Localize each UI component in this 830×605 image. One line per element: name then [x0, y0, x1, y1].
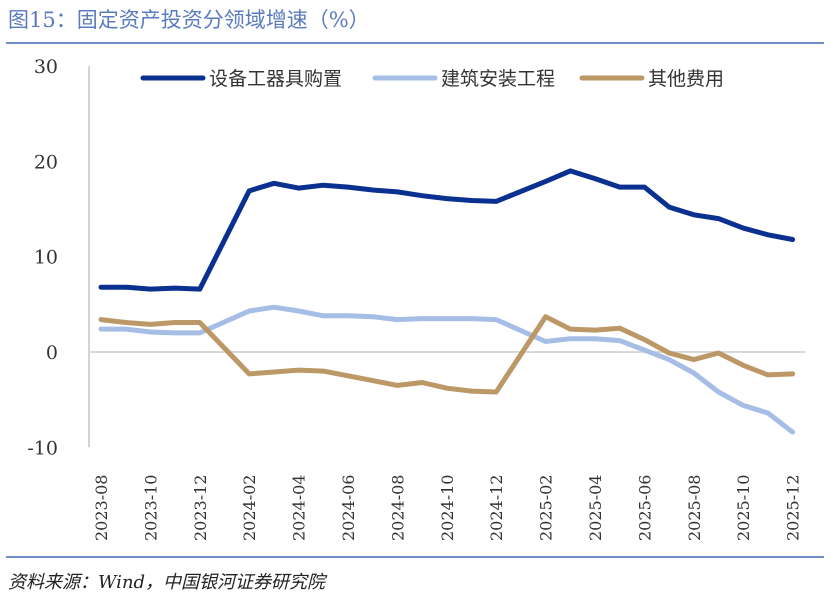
series-line-0	[98, 168, 796, 292]
x-tick-label: 2025-04	[586, 475, 605, 541]
line-chart: 30 20 10 0 -10 2023-08 2023-10 2023-12 2024-02 20…	[27, 56, 805, 541]
x-tick-label: 2023-10	[141, 475, 160, 541]
y-tick-label: 0	[46, 342, 58, 364]
x-tick-label: 2025-02	[537, 475, 556, 541]
x-tick-label: 2025-12	[784, 475, 803, 541]
y-tick-label: 30	[34, 56, 58, 78]
legend-label: 设备工器具购置	[209, 68, 342, 90]
y-tick-label: -10	[27, 437, 58, 459]
x-tick-label: 2025-10	[734, 475, 753, 541]
figure-title: 图15：固定资产投资分领域增速（%）	[8, 8, 370, 32]
x-tick-label: 2024-10	[438, 475, 457, 541]
source-divider	[6, 556, 824, 558]
legend-label: 其他费用	[648, 68, 724, 90]
y-tick-label: 20	[34, 151, 58, 173]
title-divider	[6, 42, 824, 44]
series-line-2	[98, 314, 796, 395]
x-tick-label: 2025-06	[635, 475, 654, 541]
x-tick-label: 2024-04	[290, 475, 309, 541]
x-tick-label: 2025-08	[685, 475, 704, 541]
x-tick-label: 2024-02	[240, 475, 259, 541]
source-note: 资料来源：Wind，中国银河证券研究院	[8, 572, 326, 593]
x-tick-label: 2023-12	[191, 475, 210, 541]
legend-label: 建筑安装工程	[441, 68, 555, 90]
x-tick-label: 2024-06	[339, 475, 358, 541]
y-tick-label: 10	[34, 247, 58, 269]
x-tick-label: 2024-08	[388, 475, 407, 541]
x-tick-label: 2023-08	[92, 475, 111, 541]
x-tick-label: 2024-12	[487, 475, 506, 541]
